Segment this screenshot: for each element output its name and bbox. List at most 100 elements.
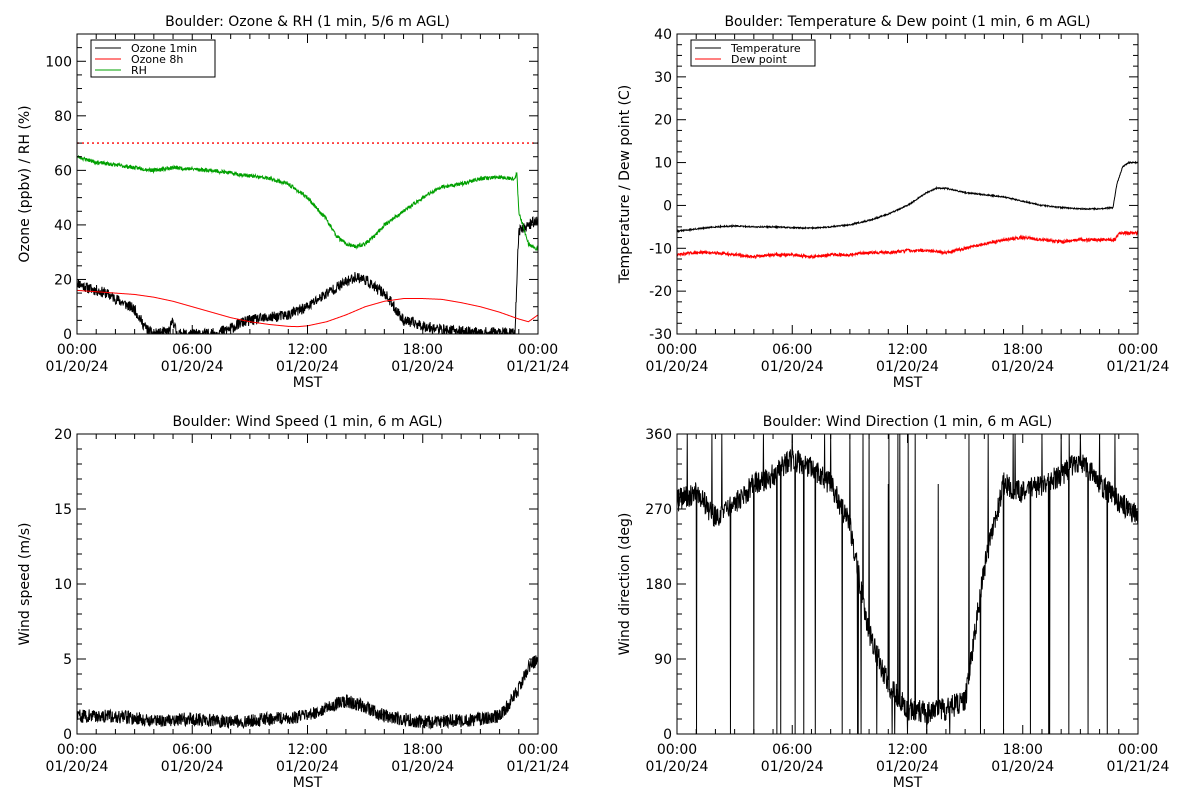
x-tick-label: 12:00: [887, 742, 927, 758]
y-tick-label: 0: [63, 727, 72, 743]
y-tick-label: 90: [654, 652, 672, 668]
y-tick-label: 40: [54, 218, 72, 234]
x-tick-date: 01/21/24: [507, 359, 570, 375]
x-tick-label: 00:00: [657, 742, 697, 758]
x-tick-date: 01/20/24: [991, 359, 1054, 375]
y-tick-label: 10: [654, 156, 672, 172]
plot-area: [677, 160, 1138, 260]
series-line-wind-direction: [677, 434, 1138, 734]
y-axis-label: Wind direction (deg): [617, 513, 633, 656]
x-tick-date: 01/20/24: [876, 359, 939, 375]
chart-wind-direction: Boulder: Wind Direction (1 min, 6 m AGL)…: [617, 414, 1170, 791]
series-line-temperature: [677, 160, 1138, 234]
y-tick-label: 5: [63, 652, 72, 668]
x-tick-label: 00:00: [657, 342, 697, 358]
plot-frame: [76, 433, 539, 735]
x-tick-date: 01/20/24: [46, 759, 109, 775]
y-tick-label: -10: [649, 241, 672, 257]
x-tick-date: 01/20/24: [646, 759, 709, 775]
legend-label: Ozone 1min: [131, 42, 197, 55]
plot-area: [77, 154, 538, 334]
chart-ozone-rh: Boulder: Ozone & RH (1 min, 5/6 m AGL) 0 2…: [17, 14, 570, 391]
legend-label: RH: [131, 64, 147, 77]
x-tick-date: 01/20/24: [991, 759, 1054, 775]
x-tick-date: 01/20/24: [46, 359, 109, 375]
y-tick-label: 20: [54, 427, 72, 443]
x-tick-label: 00:00: [57, 342, 97, 358]
legend-label: Dew point: [731, 53, 787, 66]
plot-area: [77, 655, 538, 730]
chart-temp-dew: Boulder: Temperature & Dew point (1 min,…: [617, 14, 1170, 391]
x-tick-label: 00:00: [518, 342, 558, 358]
y-tick-label: 10: [54, 577, 72, 593]
chart-title: Boulder: Temperature & Dew point (1 min,…: [724, 14, 1090, 30]
y-tick-label: -20: [649, 284, 672, 300]
x-tick-date: 01/20/24: [761, 759, 824, 775]
plot-frame: [676, 33, 1139, 335]
y-tick-label: 0: [663, 198, 672, 214]
chart-wind-speed: Boulder: Wind Speed (1 min, 6 m AGL) 0 5 10…: [17, 414, 570, 791]
y-tick-label: 20: [654, 113, 672, 129]
x-axis-label: MST: [293, 375, 323, 391]
x-tick-label: 12:00: [287, 742, 327, 758]
x-tick-label: 12:00: [287, 342, 327, 358]
y-tick-label: 270: [645, 502, 672, 518]
y-tick-label: 20: [54, 272, 72, 288]
y-axis-label: Ozone (ppbv) / RH (%): [17, 105, 33, 262]
x-tick-date: 01/20/24: [391, 759, 454, 775]
x-tick-date: 01/20/24: [161, 359, 224, 375]
legend-label: Temperature: [730, 42, 801, 55]
y-tick-label: 30: [654, 70, 672, 86]
x-axis-label: MST: [893, 375, 923, 391]
plot-frame: [76, 33, 539, 335]
chart-title: Boulder: Wind Speed (1 min, 6 m AGL): [172, 414, 442, 430]
y-tick-label: 0: [63, 327, 72, 343]
x-tick-label: 18:00: [1003, 742, 1043, 758]
y-tick-label: -30: [649, 327, 672, 343]
y-tick-label: 0: [663, 727, 672, 743]
series-line-dew-point: [677, 230, 1138, 260]
x-tick-label: 00:00: [1118, 342, 1158, 358]
plot-area: [677, 434, 1138, 734]
y-tick-label: 360: [645, 427, 672, 443]
y-tick-label: 180: [645, 577, 672, 593]
chart-title: Boulder: Ozone & RH (1 min, 5/6 m AGL): [165, 14, 450, 30]
y-tick-label: 100: [45, 54, 72, 70]
x-tick-date: 01/21/24: [1107, 359, 1170, 375]
y-tick-label: 15: [54, 502, 72, 518]
y-tick-label: 40: [654, 27, 672, 43]
x-tick-label: 06:00: [172, 342, 212, 358]
x-tick-label: 18:00: [1003, 342, 1043, 358]
y-axis-label: Wind speed (m/s): [17, 523, 33, 646]
series-line-rh: [77, 154, 538, 252]
x-tick-date: 01/20/24: [646, 359, 709, 375]
x-tick-label: 06:00: [772, 742, 812, 758]
x-tick-label: 06:00: [772, 342, 812, 358]
x-tick-date: 01/21/24: [1107, 759, 1170, 775]
y-tick-label: 80: [54, 109, 72, 125]
x-tick-date: 01/20/24: [276, 359, 339, 375]
x-tick-label: 12:00: [887, 342, 927, 358]
x-axis-label: MST: [293, 775, 323, 791]
series-line-wind-speed: [77, 655, 538, 730]
x-tick-date: 01/20/24: [391, 359, 454, 375]
x-tick-label: 18:00: [403, 342, 443, 358]
x-tick-label: 00:00: [1118, 742, 1158, 758]
y-tick-label: 60: [54, 163, 72, 179]
x-tick-date: 01/21/24: [507, 759, 570, 775]
x-tick-date: 01/20/24: [161, 759, 224, 775]
x-tick-label: 18:00: [403, 742, 443, 758]
x-tick-label: 06:00: [172, 742, 212, 758]
x-tick-label: 00:00: [57, 742, 97, 758]
series-line-ozone-1min: [77, 216, 538, 334]
legend-label: Ozone 8h: [131, 53, 183, 66]
legend-box: [690, 39, 816, 67]
x-axis-label: MST: [893, 775, 923, 791]
x-tick-label: 00:00: [518, 742, 558, 758]
x-tick-date: 01/20/24: [761, 359, 824, 375]
chart-title: Boulder: Wind Direction (1 min, 6 m AGL): [763, 414, 1052, 430]
